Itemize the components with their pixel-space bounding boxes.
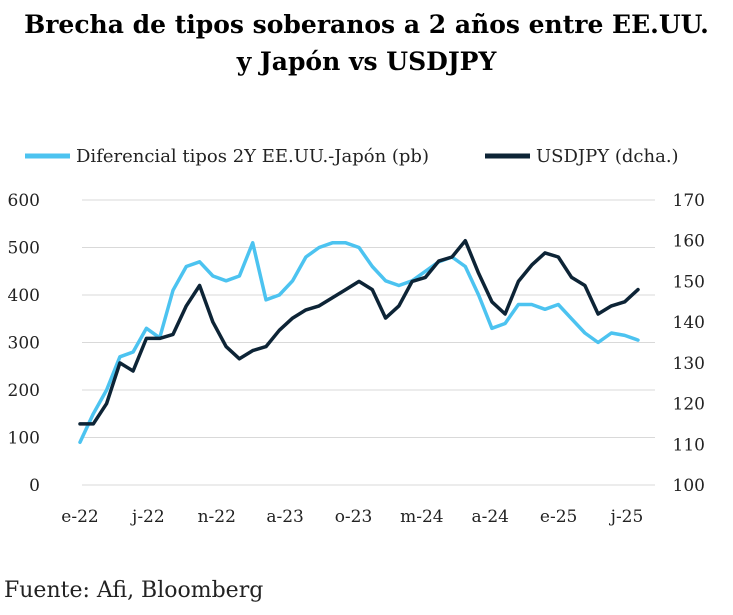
right-tick-label: 110 xyxy=(673,435,705,455)
right-axis-ticks: 100 110 120 130 140 150 160 170 xyxy=(673,191,705,496)
legend-label-differential: Diferencial tipos 2Y EE.UU.-Japón (pb) xyxy=(76,146,429,167)
left-axis-ticks: 0 100 200 300 400 500 600 xyxy=(8,191,40,496)
x-tick-label: a-23 xyxy=(266,507,304,527)
x-tick-label: o-23 xyxy=(335,507,373,527)
x-tick-label: j-25 xyxy=(609,507,644,527)
x-axis-ticks: e-22 j-22 n-22 a-23 o-23 m-24 a-24 e-25 j-25 xyxy=(61,507,643,527)
right-tick-label: 130 xyxy=(673,354,705,374)
x-tick-label: m-24 xyxy=(400,507,444,527)
right-tick-label: 160 xyxy=(673,232,705,252)
x-tick-label: e-25 xyxy=(540,507,577,527)
right-tick-label: 120 xyxy=(673,395,705,415)
series-line-usdjpy xyxy=(78,238,640,426)
left-tick-label: 100 xyxy=(8,429,40,449)
gridlines xyxy=(82,199,655,486)
right-tick-label: 150 xyxy=(673,272,705,292)
x-tick-label: a-24 xyxy=(471,507,509,527)
left-tick-label: 200 xyxy=(8,381,40,401)
chart-title-line-1: Brecha de tipos soberanos a 2 años entre… xyxy=(24,10,709,39)
legend-label-usdjpy: USDJPY (dcha.) xyxy=(536,146,679,167)
chart-title: Brecha de tipos soberanos a 2 años entre… xyxy=(0,6,733,80)
source-note: Fuente: Afi, Bloomberg xyxy=(4,578,264,603)
series-lines xyxy=(78,238,640,445)
left-tick-label: 400 xyxy=(8,286,40,306)
right-tick-label: 170 xyxy=(673,191,705,211)
left-tick-label: 0 xyxy=(29,476,40,496)
left-tick-label: 500 xyxy=(8,239,40,259)
right-tick-label: 140 xyxy=(673,313,705,333)
right-tick-label: 100 xyxy=(673,476,705,496)
x-tick-label: j-22 xyxy=(130,507,165,527)
series-line-differential xyxy=(78,241,640,445)
legend: Diferencial tipos 2Y EE.UU.-Japón (pb) U… xyxy=(25,146,679,167)
left-tick-label: 300 xyxy=(8,334,40,354)
x-tick-label: n-22 xyxy=(198,507,236,527)
chart-title-line-2: y Japón vs USDJPY xyxy=(236,47,497,76)
x-tick-label: e-22 xyxy=(61,507,98,527)
left-tick-label: 600 xyxy=(8,191,40,211)
